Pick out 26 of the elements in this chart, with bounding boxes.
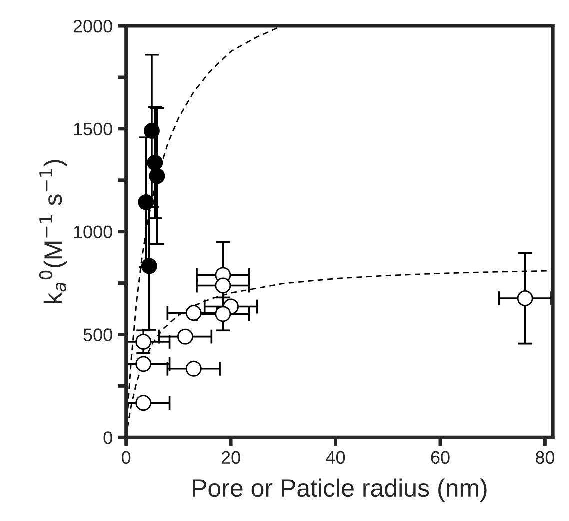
- point: [136, 334, 152, 350]
- x-tick-label: 80: [536, 451, 555, 464]
- y-axis-title: k$_{a}$$^{0}$(M$^{−1}$ s$^{−1}$): [39, 160, 68, 304]
- x-tick-label: 60: [431, 451, 450, 464]
- y-tick-label: 0: [104, 432, 112, 444]
- point: [144, 123, 160, 139]
- x-axis-title: Pore or Paticle radius (nm): [193, 478, 487, 502]
- x-tick-label: 40: [326, 451, 346, 464]
- point: [136, 395, 152, 412]
- point: [147, 154, 164, 171]
- y-tick-label: 500: [84, 328, 112, 342]
- y-tick-label: 1500: [74, 122, 112, 136]
- point: [178, 328, 194, 345]
- point: [186, 305, 202, 322]
- point: [186, 360, 202, 377]
- point: [517, 290, 534, 306]
- x-tick-label: 20: [222, 451, 240, 464]
- point: [149, 168, 166, 184]
- y-tick-label: 1000: [74, 226, 112, 239]
- point: [141, 258, 158, 274]
- point: [136, 356, 152, 372]
- point: [138, 194, 154, 210]
- x-tick-label: 0: [122, 451, 131, 464]
- point: [215, 306, 232, 322]
- point: [215, 278, 232, 294]
- y-tick-label: 2000: [74, 20, 112, 33]
